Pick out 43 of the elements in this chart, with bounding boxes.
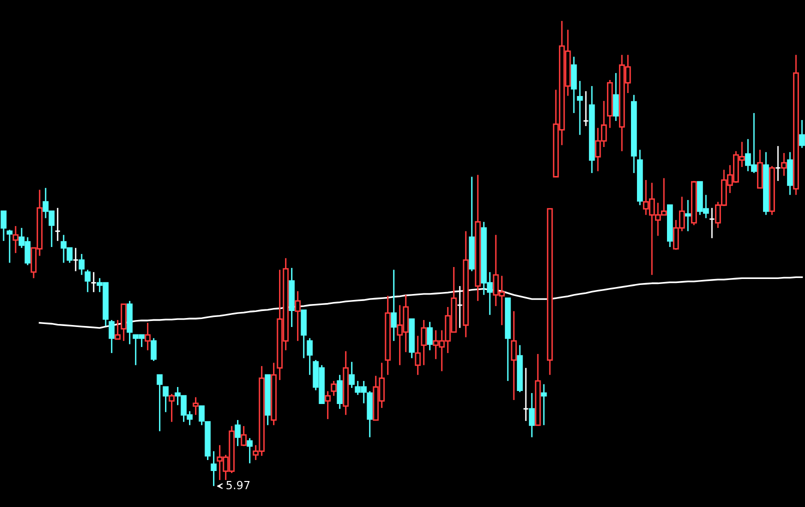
candlestick — [528, 392, 535, 438]
candlestick — [390, 269, 397, 342]
candlestick — [150, 337, 157, 362]
candlestick — [576, 80, 583, 136]
candlestick — [54, 207, 61, 242]
candlestick — [210, 450, 217, 487]
candlestick — [246, 437, 253, 464]
candlestick — [114, 319, 121, 340]
candlestick — [684, 199, 691, 232]
candlestick — [708, 207, 716, 239]
candlestick — [612, 72, 619, 122]
candlestick — [294, 290, 301, 342]
candlestick — [324, 390, 331, 420]
candlestick — [774, 145, 782, 182]
annotation: 5.97 — [226, 480, 250, 490]
candlestick — [192, 396, 199, 416]
candlestick — [12, 225, 19, 254]
candlestick — [168, 393, 175, 423]
candlestick — [78, 253, 85, 276]
candlestick — [156, 374, 163, 432]
candlestick — [336, 374, 343, 410]
candlestick — [799, 119, 805, 149]
candlestick — [144, 322, 151, 351]
candlestick — [306, 337, 313, 376]
candlestick — [522, 367, 529, 422]
candlestick — [0, 210, 7, 242]
candlestick — [570, 56, 577, 114]
candlestick — [426, 321, 433, 351]
candlestick — [84, 269, 91, 293]
candlestick — [330, 380, 337, 397]
candlestick — [234, 419, 241, 447]
candlestick — [240, 425, 247, 447]
candlestick — [582, 90, 589, 127]
candlestick — [108, 319, 115, 354]
candlestick — [510, 310, 517, 401]
candlestick — [420, 319, 427, 366]
candlestick — [781, 152, 787, 177]
candlestick — [90, 271, 97, 293]
candlestick — [540, 384, 547, 426]
candlestick — [162, 386, 169, 413]
candlestick — [348, 361, 355, 389]
candlestick — [414, 335, 421, 376]
candlestick — [6, 229, 13, 264]
